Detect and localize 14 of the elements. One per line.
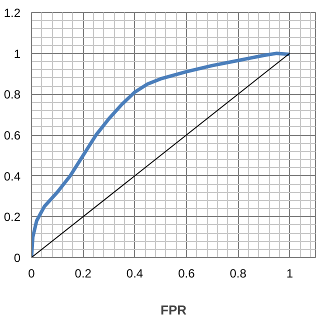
y-tick-label: 0.2 — [4, 210, 21, 224]
x-tick-label: 0 — [28, 266, 36, 280]
y-tick-label: 1 — [14, 46, 21, 61]
y-tick-label: 0.8 — [4, 88, 21, 102]
x-tick-label: 0.2 — [74, 266, 92, 280]
x-tick-label: 0.6 — [178, 266, 196, 280]
x-axis-title: FPR — [160, 302, 188, 318]
y-tick-label: 0 — [14, 251, 21, 265]
y-tick-label: 1.2 — [4, 6, 21, 20]
x-tick-label: 0.4 — [126, 266, 144, 280]
x-tick-label: 0.8 — [230, 266, 247, 280]
x-tick-label: 1 — [286, 266, 294, 280]
y-tick-label: 0.6 — [4, 128, 21, 142]
y-tick-label: 0.4 — [4, 169, 21, 184]
